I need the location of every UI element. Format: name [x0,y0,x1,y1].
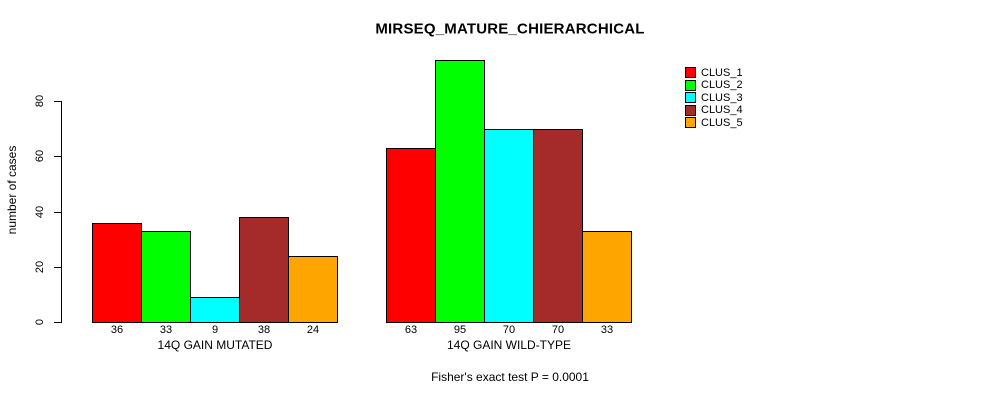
bar-value-label: 63 [404,324,418,336]
statistical-test-annotation: Fisher's exact test P = 0.0001 [431,370,589,384]
y-axis-tick-label: 60 [34,149,46,163]
bar-value-label: 70 [502,324,516,336]
bar-clus_1-group2 [386,148,436,323]
legend-swatch-clus_2 [685,80,696,91]
category-label: 14Q GAIN WILD-TYPE [446,338,572,352]
bar-value-label: 36 [110,324,124,336]
bar-value-label: 38 [257,324,271,336]
y-axis-title: number of cases [5,145,19,235]
bar-clus_3-group2 [484,129,534,323]
y-axis-line [61,101,62,323]
y-axis-tick-label: 20 [34,260,46,274]
legend-swatch-clus_3 [685,92,696,103]
bar-value-label: 70 [551,324,565,336]
y-axis-tick-label: 80 [34,94,46,108]
bar-clus_2-group1 [141,231,191,323]
bar-value-label: 33 [159,324,173,336]
legend-label-clus_2: CLUS_2 [701,79,743,91]
legend-label-clus_1: CLUS_1 [701,67,743,79]
bar-clus_4-group1 [239,217,289,323]
y-axis-tick [54,101,61,102]
category-label: 14Q GAIN MUTATED [157,338,273,352]
legend-label-clus_3: CLUS_3 [701,92,743,104]
chart-title: MIRSEQ_MATURE_CHIERARCHICAL [375,20,645,38]
bar-clus_2-group2 [435,60,485,323]
y-axis-tick-label: 0 [34,318,46,326]
bar-clus_5-group1 [288,256,338,323]
legend-label-clus_5: CLUS_5 [701,117,743,129]
bar-clus_1-group1 [92,223,142,323]
legend-swatch-clus_4 [685,105,696,116]
bar-value-label: 24 [306,324,320,336]
bar-clus_3-group1 [190,297,240,323]
y-axis-tick [54,212,61,213]
legend-swatch-clus_1 [685,67,696,78]
bar-clus_4-group2 [533,129,583,323]
bar-value-label: 95 [453,324,467,336]
y-axis-tick [54,322,61,323]
y-axis-tick [54,267,61,268]
y-axis-tick-label: 40 [34,205,46,219]
legend-swatch-clus_5 [685,117,696,128]
bar-value-label: 9 [211,324,219,336]
legend-label-clus_4: CLUS_4 [701,104,743,116]
y-axis-tick [54,156,61,157]
bar-clus_5-group2 [582,231,632,323]
bar-value-label: 33 [600,324,614,336]
